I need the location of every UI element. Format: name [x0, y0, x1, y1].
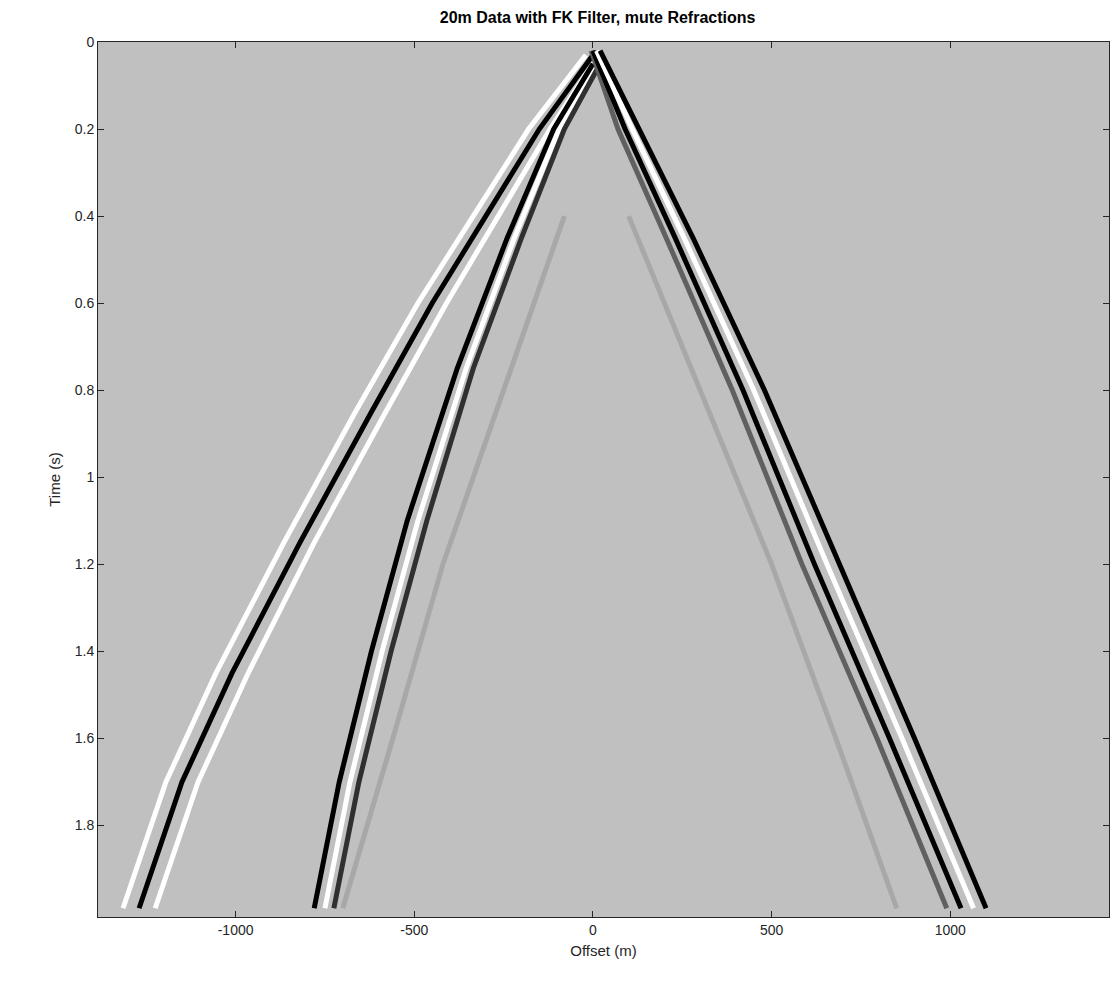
svg-text:1.2: 1.2 — [75, 556, 95, 572]
svg-text:0: 0 — [589, 922, 597, 938]
svg-text:1.6: 1.6 — [75, 730, 95, 746]
svg-text:1000: 1000 — [935, 922, 966, 938]
svg-text:1.8: 1.8 — [75, 817, 95, 833]
svg-text:0.8: 0.8 — [75, 382, 95, 398]
svg-text:-500: -500 — [400, 922, 428, 938]
svg-text:Offset (m): Offset (m) — [570, 942, 636, 959]
svg-text:0.4: 0.4 — [75, 208, 95, 224]
svg-text:1.4: 1.4 — [75, 643, 95, 659]
svg-text:20m Data with FK Filter, mute: 20m Data with FK Filter, mute Refraction… — [440, 9, 756, 26]
svg-text:0.2: 0.2 — [75, 121, 95, 137]
svg-text:500: 500 — [760, 922, 784, 938]
svg-text:0: 0 — [86, 34, 94, 50]
svg-text:0.6: 0.6 — [75, 295, 95, 311]
svg-text:-1000: -1000 — [218, 922, 254, 938]
svg-text:1: 1 — [86, 469, 94, 485]
svg-text:Time (s): Time (s) — [46, 452, 63, 506]
